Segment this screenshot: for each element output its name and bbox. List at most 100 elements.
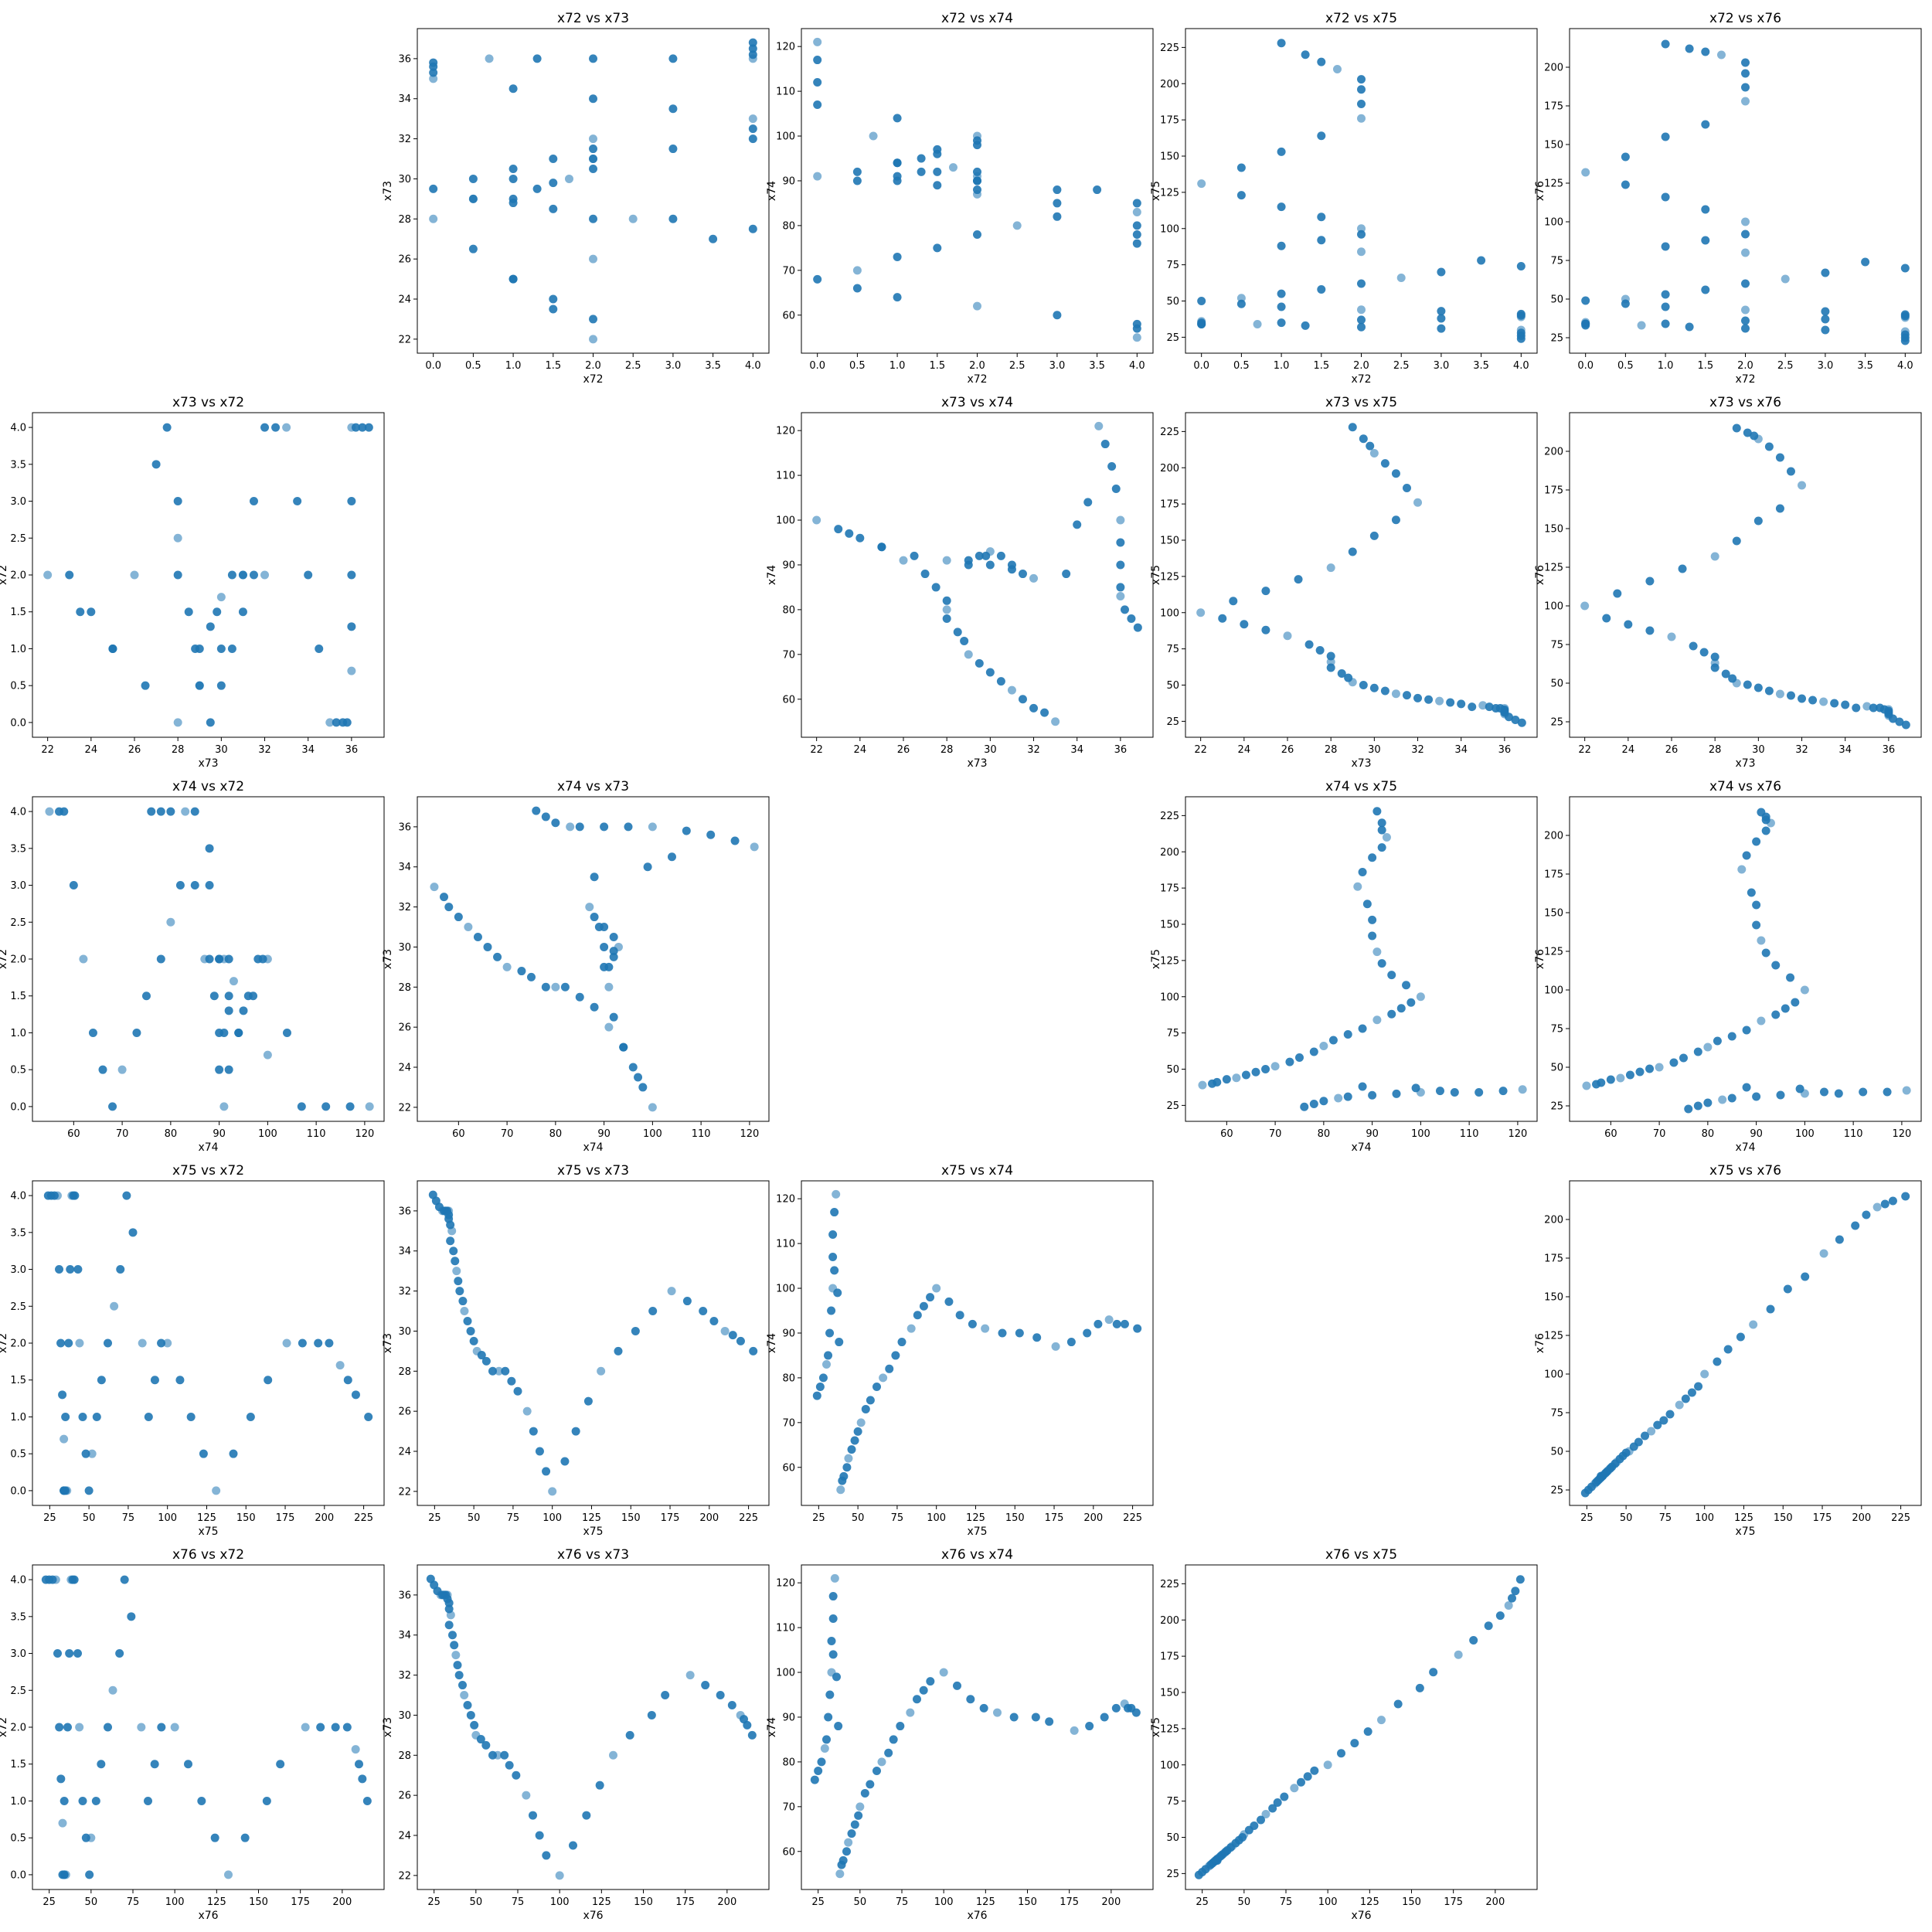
y-tick-label: 125 — [1160, 571, 1179, 583]
data-point — [1357, 75, 1366, 84]
data-point — [1819, 697, 1828, 706]
y-tick-label: 24 — [398, 1063, 411, 1074]
data-point — [1133, 623, 1142, 632]
data-point — [1457, 699, 1466, 709]
data-point — [589, 315, 597, 324]
data-point — [1602, 614, 1611, 623]
x-tick-label: 50 — [1238, 1896, 1251, 1908]
y-tick-label: 36 — [398, 1206, 411, 1217]
data-point — [1515, 1575, 1525, 1584]
data-point — [1391, 469, 1400, 478]
x-axis-label: x76 — [198, 1910, 218, 1922]
data-point — [877, 1757, 886, 1767]
data-point — [477, 1351, 486, 1360]
data-point — [817, 1757, 826, 1767]
x-tick-label: 60 — [67, 1128, 80, 1140]
data-point — [224, 992, 233, 1001]
x-tick-label: 200 — [1083, 1512, 1103, 1524]
data-point — [51, 1575, 60, 1584]
x-axis-label: x75 — [967, 1526, 987, 1538]
data-point — [173, 570, 182, 580]
y-tick-label: 26 — [398, 1022, 411, 1034]
data-point — [1581, 296, 1590, 305]
data-point — [1621, 152, 1630, 162]
data-point — [748, 44, 757, 53]
data-point — [1301, 50, 1310, 60]
data-point — [1435, 696, 1444, 706]
data-point — [1236, 294, 1246, 303]
data-point — [150, 1760, 159, 1769]
y-tick-label: 100 — [1160, 1760, 1179, 1771]
x-tick-label: 125 — [592, 1896, 611, 1908]
x-tick-label: 2.5 — [1009, 360, 1026, 372]
data-point — [1516, 309, 1526, 318]
data-point — [1240, 620, 1249, 629]
y-tick-label: 150 — [1160, 151, 1179, 163]
data-point — [1029, 703, 1039, 713]
data-point — [1337, 669, 1346, 678]
x-tick-label: 75 — [122, 1512, 135, 1524]
data-point — [347, 622, 356, 631]
data-point — [1703, 1043, 1713, 1052]
data-point — [166, 807, 175, 816]
data-point — [98, 1065, 107, 1074]
data-point — [1029, 573, 1039, 583]
data-point — [92, 1412, 101, 1421]
data-point — [463, 1700, 472, 1709]
data-point — [1132, 199, 1141, 208]
data-point — [53, 1191, 62, 1200]
data-point — [1741, 230, 1750, 239]
data-point — [748, 114, 757, 124]
data-point — [585, 903, 594, 912]
data-point — [343, 1376, 352, 1385]
data-point — [73, 1649, 82, 1658]
x-tick-label: 50 — [85, 1896, 98, 1908]
data-point — [444, 903, 454, 912]
x-tick-label: 2.5 — [1393, 360, 1410, 372]
data-point — [1869, 703, 1878, 713]
data-point — [347, 423, 356, 432]
data-point — [1132, 319, 1141, 328]
data-point — [1402, 484, 1411, 492]
data-point — [325, 718, 335, 727]
y-tick-label: 50 — [1166, 1832, 1179, 1844]
x-tick-label: 3.5 — [1089, 360, 1105, 372]
data-point — [444, 1621, 454, 1630]
data-point — [1750, 431, 1759, 440]
data-point — [1747, 888, 1756, 897]
data-point — [1343, 1092, 1352, 1101]
x-tick-label: 0.0 — [1193, 360, 1209, 372]
y-axis-label: x73 — [382, 181, 394, 201]
data-point — [852, 266, 862, 275]
y-tick-label: 30 — [398, 1326, 411, 1338]
data-point — [451, 1257, 460, 1266]
data-point — [985, 668, 995, 677]
y-tick-label: 0.5 — [10, 681, 26, 692]
data-point — [163, 1338, 172, 1348]
x-tick-label: 25 — [811, 1896, 825, 1908]
data-point — [1416, 992, 1425, 1002]
x-tick-label: 25 — [428, 1512, 441, 1524]
data-point — [1475, 1088, 1484, 1097]
data-point — [227, 644, 236, 653]
x-tick-label: 36 — [1883, 744, 1896, 756]
data-point — [884, 1748, 893, 1757]
data-point — [682, 826, 691, 835]
y-tick-label: 26 — [398, 1791, 411, 1802]
data-point — [1902, 1086, 1911, 1095]
y-tick-label: 25 — [1550, 717, 1563, 729]
x-tick-label: 100 — [543, 1512, 562, 1524]
axes-frame — [801, 1180, 1154, 1506]
data-point — [358, 423, 367, 432]
data-point — [1678, 564, 1687, 573]
y-tick-label: 80 — [782, 1757, 795, 1768]
y-tick-label: 100 — [776, 131, 795, 143]
data-point — [748, 38, 757, 47]
y-tick-label: 100 — [1160, 992, 1179, 1003]
x-tick-label: 80 — [1702, 1128, 1715, 1140]
data-point — [1268, 1804, 1277, 1813]
x-tick-label: 100 — [158, 1512, 177, 1524]
